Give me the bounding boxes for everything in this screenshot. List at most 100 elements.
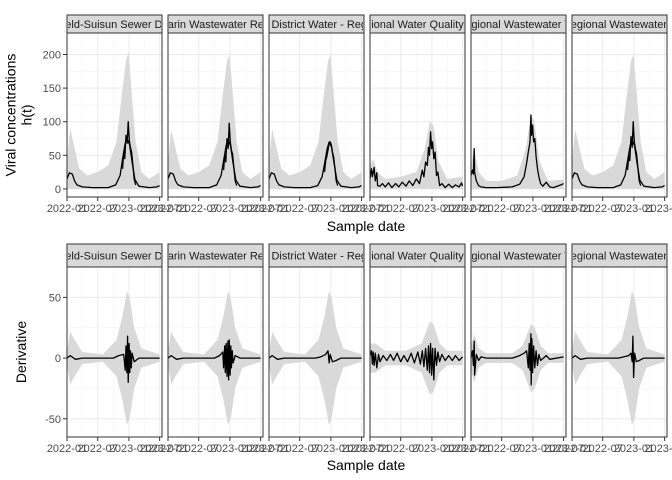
x-axis-title: Sample date [327,457,406,473]
panel-plot-area [572,54,665,189]
x-tick-label: 2022-01 [451,443,491,455]
facet-panel: Napa Sanitation District Water - Regiona… [190,243,443,455]
uncertainty-band [370,121,463,189]
estimate-line [471,114,564,189]
facet-strip-label: Palo Alto Regional Water Quality Control… [305,19,531,31]
facet-panel: Fairfield-Suisun Sewer District2022-0120… [41,243,188,455]
x-tick-label: 2023-01 [412,443,452,455]
x-tick-label: 2023-01 [109,443,149,455]
x-tick-label: 2023-07 [442,443,482,455]
x-tick-label: 2022-01 [47,443,87,455]
estimate-line [370,131,464,189]
x-tick-label: 2022-01 [249,443,289,455]
y-tick-label: 150 [43,83,61,95]
facet-strip-label: Sacramento Regional Wastewater Treatment… [395,251,642,263]
x-tick-label: 2022-07 [78,443,118,455]
observed-line [121,121,137,186]
panel-plot-area [370,121,464,189]
x-tick-label: 2022-07 [482,443,522,455]
panel-plot-area [572,291,665,425]
facet-strip-label: Central Marin Wastewater Reclamation [120,19,311,31]
facet-strip-label: Napa Sanitation District Water - Regiona… [190,251,443,263]
x-tick-label: 2022-07 [583,443,623,455]
panel-plot-area [370,321,464,395]
uncertainty-band [471,115,564,189]
x-tick-label: 2022-01 [552,203,592,215]
facet-panel: Central Marin Wastewater Reclamation 2022… [120,14,311,215]
facet-strip-label: San Jose-Santa Clara Regional Wastewater… [452,19,672,31]
x-tick-label: 2022-07 [381,443,421,455]
facet-strip-label: Fairfield-Suisun Sewer District [41,19,188,31]
uncertainty-band [67,51,160,189]
x-tick-label: 2023-01 [210,203,250,215]
estimate-line [269,350,362,364]
x-tick-label: 2023-01 [311,443,351,455]
facet-strip-label: Fairfield-Suisun Sewer District [41,251,188,263]
panel-plot-area [471,324,564,393]
y-tick-label: 200 [43,50,61,62]
uncertainty-band [269,54,362,189]
x-tick-label: 2023-01 [412,203,452,215]
facet-strip [470,243,567,268]
x-tick-label: 2022-07 [583,203,623,215]
x-tick-label: 2022-01 [47,203,87,215]
facet-strip [470,14,567,34]
x-tick-label: 2022-07 [381,203,421,215]
x-tick-label: 2022-01 [451,203,491,215]
x-tick-label: 2023-01 [109,203,149,215]
estimate-line [471,333,564,386]
facet-strip-label: Sacramento Regional Wastewater Treatment… [395,19,642,31]
y-tick-label: 0 [55,353,61,365]
x-tick-label: 2022-07 [78,203,118,215]
y-tick-label: 0 [55,184,61,196]
observed-line [323,141,339,186]
x-tick-label: 2022-07 [179,203,219,215]
facet-panel: Fairfield-Suisun Sewer District2022-0120… [41,14,188,215]
facet-strip [167,243,264,268]
observed-line [222,122,238,186]
y-tick-label: 50 [49,150,61,162]
facet-strip [369,243,466,268]
panel-plot-area [168,291,261,425]
facet-strip [167,14,264,34]
facet-strip-label: Central Marin Wastewater Reclamation [120,251,311,263]
facet-panel: Sacramento Regional Wastewater Treatment… [395,243,642,455]
facet-panel: Sacramento Regional Wastewater Treatment… [395,14,642,215]
uncertainty-band [168,54,261,189]
estimate-line [168,339,261,381]
facet-panel: San Jose-Santa Clara Regional Wastewater… [452,14,672,215]
y-axis-title-line: Viral concentrations [2,54,18,177]
x-tick-label: 2023-01 [614,443,654,455]
x-tick-label: 2022-07 [482,203,522,215]
x-tick-label: 2022-01 [552,443,592,455]
y-axis-title: Derivative [13,321,29,383]
x-tick-label: 2023-01 [210,443,250,455]
observed-line [626,121,642,186]
y-axis-title-line: h(t) [19,105,35,126]
facet-panel: San Jose-Santa Clara Regional Wastewater… [552,243,672,455]
estimate-line [269,141,362,189]
facet-strip [571,14,668,34]
x-tick-label: 2023-01 [614,203,654,215]
estimate-line [370,342,464,381]
x-tick-label: 2022-07 [280,443,320,455]
estimate-line [572,139,665,189]
x-tick-label: 2022-01 [350,203,390,215]
x-tick-label: 2022-01 [350,443,390,455]
estimate-line [67,335,160,384]
facet-strip [369,14,466,34]
panel-plot-area [168,54,261,189]
x-tick-label: 2022-07 [179,443,219,455]
x-tick-label: 2023-07 [240,203,280,215]
uncertainty-band [572,54,665,189]
facet-panel: Palo Alto Regional Water Quality Control… [350,243,483,455]
y-tick-label: 50 [49,292,61,304]
facet-panel: Napa Sanitation District Water - Regiona… [190,14,443,215]
facet-strip-label: Napa Sanitation District Water - Regiona… [190,19,443,31]
x-tick-label: 2022-01 [148,203,188,215]
panel-plot-area [67,51,160,189]
x-tick-label: 2023-07 [139,443,179,455]
x-tick-label: 2023-07 [644,203,672,215]
facet-panel: Palo Alto Regional Water Quality Control… [305,14,531,215]
x-tick-label: 2022-01 [148,443,188,455]
